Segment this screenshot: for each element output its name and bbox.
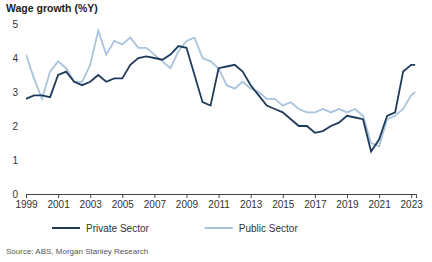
x-tick-label: 2011 <box>208 199 230 210</box>
legend-item: Public Sector <box>205 223 299 234</box>
x-axis-line <box>27 195 417 199</box>
legend: Private Sector Public Sector <box>52 223 298 234</box>
x-tick-label: 2015 <box>272 199 295 210</box>
x-tick: 2005 <box>112 194 135 210</box>
x-tick-mark <box>186 194 187 198</box>
y-tick: 4 <box>12 53 26 64</box>
source: Source: ABS, Morgan Stanley Research <box>6 247 148 256</box>
x-tick-label: 1999 <box>15 199 38 210</box>
y-tick: 0 <box>12 189 26 200</box>
x-tick: 2017 <box>304 194 327 210</box>
x-tick: 2023 <box>401 194 424 210</box>
x-tick-mark <box>154 194 155 198</box>
line <box>26 31 415 147</box>
y-axis-line <box>26 25 27 195</box>
x-tick: 2001 <box>47 194 70 210</box>
x-tick-label: 2017 <box>304 199 327 210</box>
legend-item: Private Sector <box>52 223 149 234</box>
y-axis: 0 1 2 3 4 5 <box>12 19 26 200</box>
legend-swatch <box>52 227 80 229</box>
y-tick-label: 2 <box>12 121 18 132</box>
x-tick: 2021 <box>368 194 391 210</box>
x-tick-mark <box>219 194 220 198</box>
x-tick: 2019 <box>336 194 359 210</box>
x-tick-mark <box>347 194 348 198</box>
y-tick-label: 1 <box>12 155 18 166</box>
x-tick-mark <box>58 194 59 198</box>
y-tick: 3 <box>12 87 26 98</box>
legend-label: Private Sector <box>86 223 149 234</box>
x-tick: 2003 <box>80 194 103 210</box>
x-tick-label: 2013 <box>240 199 263 210</box>
y-tick-label: 4 <box>12 53 18 64</box>
x-tick-label: 2021 <box>368 199 391 210</box>
x-tick-mark <box>90 194 91 198</box>
x-tick: 2015 <box>272 194 295 210</box>
plot-area <box>26 31 415 152</box>
x-tick: 2011 <box>208 194 230 210</box>
x-axis: 1999 2001 2003 2005 2007 2009 2011 2013 2015 2017… <box>15 194 423 210</box>
x-tick-label: 2009 <box>176 199 199 210</box>
x-tick-mark <box>379 194 380 198</box>
legend-swatch <box>205 227 233 229</box>
y-tick: 5 <box>12 19 26 30</box>
title: Wage growth (%Y) <box>6 2 98 14</box>
x-tick-label: 2005 <box>112 199 135 210</box>
legend-label: Public Sector <box>239 223 299 234</box>
y-tick: 1 <box>12 155 26 166</box>
x-tick: 2013 <box>240 194 263 210</box>
x-tick: 2009 <box>176 194 199 210</box>
x-tick-mark <box>315 194 316 198</box>
x-tick-mark <box>26 194 27 198</box>
x-tick-mark <box>283 194 284 198</box>
x-tick-label: 2023 <box>401 199 424 210</box>
y-tick-label: 0 <box>12 189 18 200</box>
x-tick-mark <box>251 194 252 198</box>
x-tick-mark <box>122 194 123 198</box>
x-tick: 2007 <box>144 194 167 210</box>
y-tick: 2 <box>12 121 26 132</box>
chart: Wage growth (%Y) 1999 2001 2003 2005 2007 2009… <box>0 0 432 262</box>
y-tick-label: 3 <box>12 87 18 98</box>
x-tick-label: 2007 <box>144 199 167 210</box>
y-tick-label: 5 <box>12 19 18 30</box>
x-tick-label: 2019 <box>336 199 359 210</box>
x-tick-label: 2003 <box>80 199 103 210</box>
x-tick: 1999 <box>15 194 38 210</box>
x-tick-mark <box>411 194 412 198</box>
line <box>26 46 415 151</box>
x-tick-label: 2001 <box>47 199 70 210</box>
